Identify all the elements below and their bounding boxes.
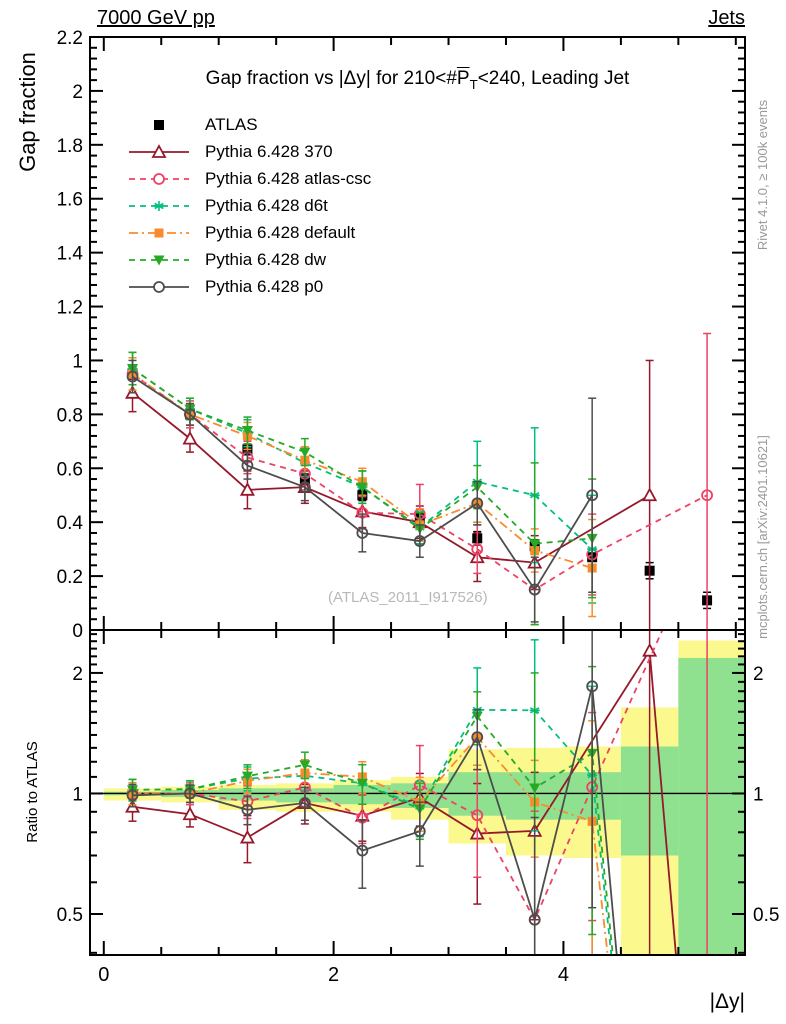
legend-marker-pyd6t <box>129 200 189 211</box>
svg-text:0: 0 <box>98 964 109 986</box>
rivet-version-note: Rivet 4.1.0, ≥ 100k events <box>755 99 770 251</box>
svg-text:2.2: 2.2 <box>57 28 83 49</box>
plot-title-pbar: P <box>456 68 470 89</box>
svg-text:2: 2 <box>753 664 764 685</box>
atlas-uncertainty-bands <box>103 640 745 955</box>
legend-label-py370: Pythia 6.428 370 <box>205 141 333 161</box>
legend-label-pydef: Pythia 6.428 default <box>205 222 356 242</box>
svg-text:1.4: 1.4 <box>57 244 84 265</box>
legend-marker-pycsc <box>129 172 189 185</box>
y-axis-label-ratio: Ratio to ATLAS <box>24 741 41 843</box>
svg-text:1: 1 <box>753 784 764 805</box>
plot-title-post: <240, Leading Jet <box>477 68 630 89</box>
legend-marker-pydef <box>129 228 189 237</box>
legend-item-pycsc: Pythia 6.428 atlas-csc <box>127 165 371 192</box>
svg-text:2: 2 <box>328 964 339 986</box>
svg-text:4: 4 <box>558 964 569 986</box>
process-label: Jets <box>708 7 745 29</box>
x-axis-label: |Δy| <box>709 990 745 1013</box>
legend-label-atlas: ATLAS <box>205 114 258 134</box>
legend: ATLAS Pythia 6.428 370 Pythia 6.428 atlas-… <box>127 111 371 300</box>
plot-title-text: Gap fraction vs |Δy| for 210<# <box>205 68 457 89</box>
plot-title: Gap fraction vs |Δy| for 210<#PT<240, Le… <box>90 68 745 92</box>
legend-item-pydef: Pythia 6.428 default <box>127 219 371 246</box>
legend-label-pycsc: Pythia 6.428 atlas-csc <box>205 168 372 188</box>
svg-text:0.4: 0.4 <box>57 513 84 534</box>
legend-label-pyd6t: Pythia 6.428 d6t <box>205 195 328 215</box>
svg-text:2: 2 <box>72 664 83 685</box>
svg-text:2: 2 <box>72 82 83 103</box>
band-green <box>678 657 745 955</box>
legend-item-pyp0: Pythia 6.428 p0 <box>127 273 371 300</box>
legend-item-pyd6t: Pythia 6.428 d6t <box>127 192 371 219</box>
axis-ticks <box>90 36 745 955</box>
mcplots-credit-note: mcplots.cern.ch [arXiv:2401.10621] <box>755 435 770 639</box>
series-pyp0-main <box>126 359 599 623</box>
legend-marker-pydw <box>129 255 189 265</box>
svg-text:1: 1 <box>72 784 83 805</box>
legend-item-py370: Pythia 6.428 370 <box>127 138 371 165</box>
legend-label-pydw: Pythia 6.428 dw <box>205 249 326 269</box>
svg-text:0: 0 <box>72 621 83 642</box>
legend-marker-atlas <box>154 119 164 130</box>
svg-text:1.8: 1.8 <box>57 136 83 157</box>
svg-text:0.2: 0.2 <box>57 567 83 588</box>
y-axis-label-main: Gap fraction <box>15 52 40 172</box>
series-pyp0-ratio <box>126 630 618 955</box>
svg-text:1: 1 <box>72 351 83 372</box>
beam-label: 7000 GeV pp <box>97 7 215 29</box>
svg-text:0.5: 0.5 <box>753 905 779 926</box>
legend-marker-pyp0 <box>129 280 189 293</box>
svg-text:0.5: 0.5 <box>57 905 83 926</box>
legend-item-atlas: ATLAS <box>127 111 371 138</box>
svg-text:1.2: 1.2 <box>57 298 83 319</box>
svg-text:1.6: 1.6 <box>57 190 83 211</box>
legend-item-pydw: Pythia 6.428 dw <box>127 246 371 273</box>
series-pycsc-main <box>126 332 713 630</box>
svg-text:0.8: 0.8 <box>57 405 83 426</box>
svg-text:0.6: 0.6 <box>57 459 83 480</box>
plot-title-sub: T <box>469 76 478 92</box>
axis-tick-labels: 0 0.2 0.4 0.6 0.8 1 1.2 1.4 1.6 1.8 2 2.2 0.5 0.5 1 1 2 2… <box>57 28 780 986</box>
legend-label-pyp0: Pythia 6.428 p0 <box>205 276 324 296</box>
analysis-watermark: (ATLAS_2011_I917526) <box>328 589 488 606</box>
legend-marker-py370 <box>129 143 189 158</box>
